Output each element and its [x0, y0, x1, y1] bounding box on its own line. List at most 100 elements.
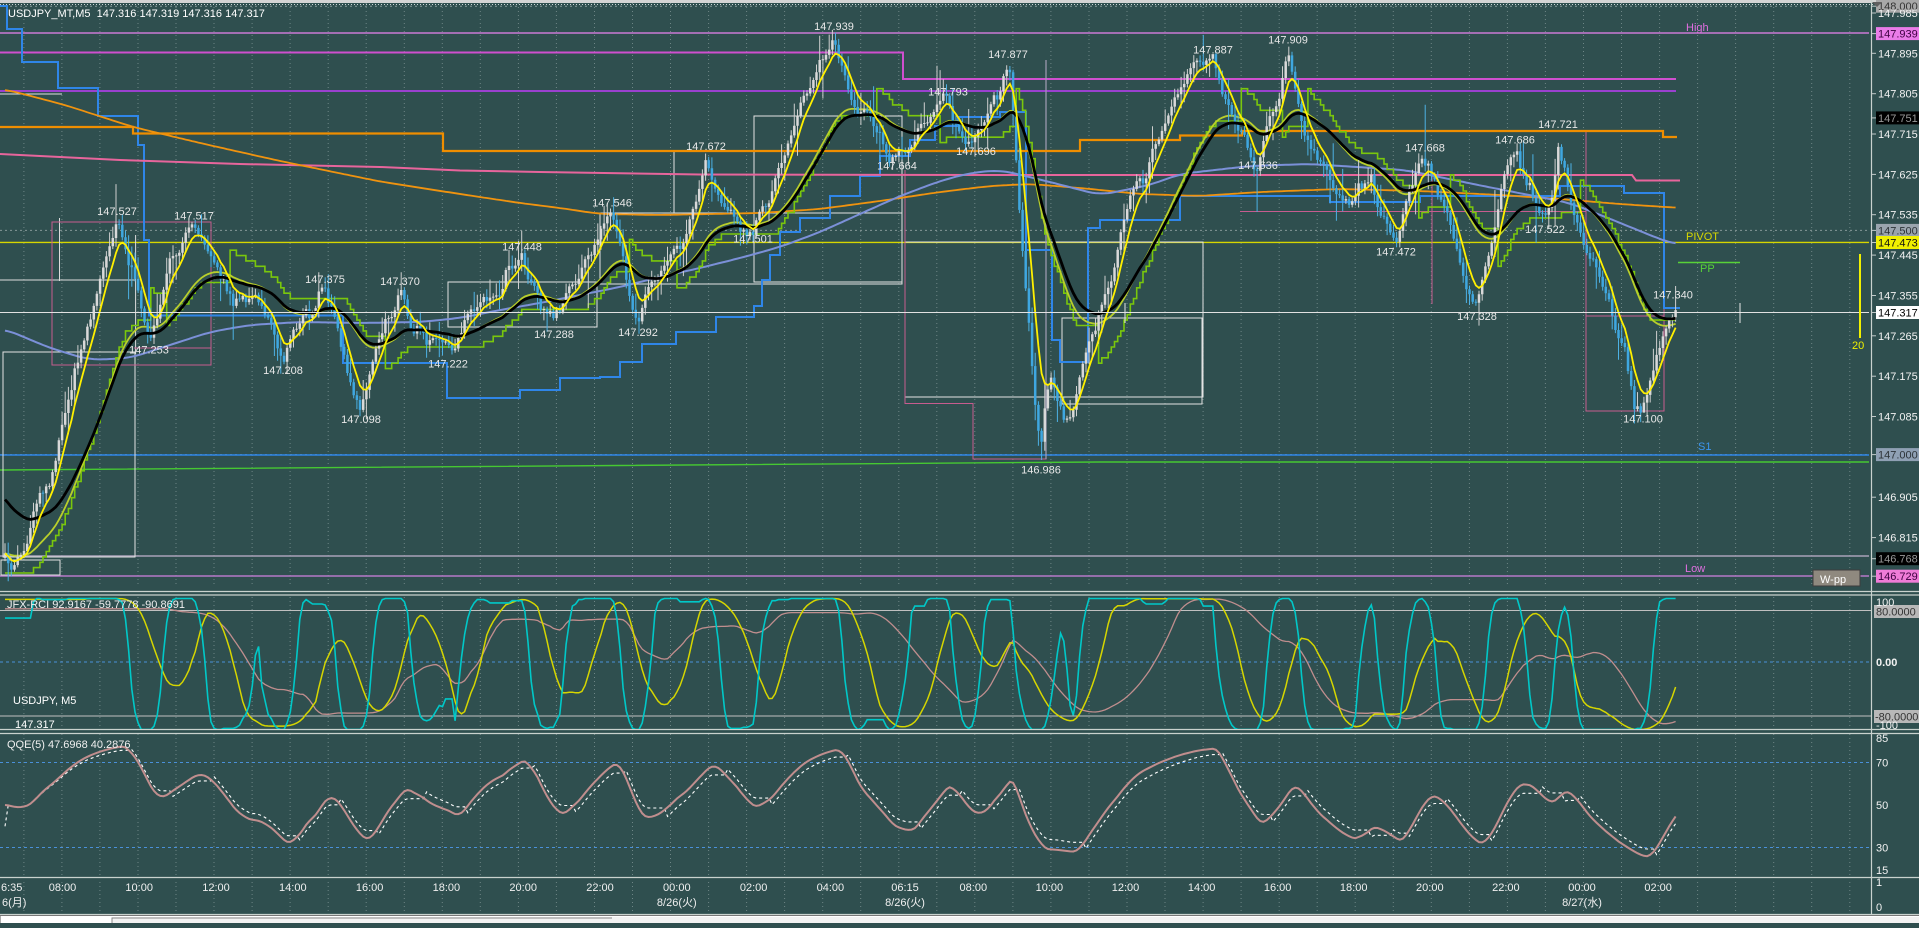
svg-text:30: 30 [1876, 843, 1888, 855]
svg-text:147.939: 147.939 [814, 21, 854, 33]
svg-text:147.672: 147.672 [686, 141, 726, 153]
svg-text:Low: Low [1685, 563, 1705, 575]
svg-text:14:00: 14:00 [1188, 882, 1216, 894]
svg-text:147.696: 147.696 [956, 146, 996, 158]
svg-text:147.877: 147.877 [988, 49, 1028, 61]
svg-text:18:00: 18:00 [433, 882, 461, 894]
svg-text:100: 100 [1876, 597, 1894, 609]
svg-text:147.288: 147.288 [534, 329, 574, 341]
svg-text:02:00: 02:00 [740, 882, 768, 894]
svg-text:147.715: 147.715 [1878, 129, 1918, 141]
svg-text:147.448: 147.448 [502, 241, 542, 253]
svg-text:147.625: 147.625 [1878, 169, 1918, 181]
svg-text:06:15: 06:15 [891, 882, 919, 894]
svg-text:148.000: 148.000 [1878, 1, 1918, 13]
svg-text:147.328: 147.328 [1457, 311, 1497, 323]
svg-text:20:00: 20:00 [509, 882, 537, 894]
svg-text:147.522: 147.522 [1525, 224, 1565, 236]
svg-text:70: 70 [1876, 758, 1888, 770]
svg-text:08:00: 08:00 [960, 882, 988, 894]
svg-text:147.546: 147.546 [592, 197, 632, 209]
svg-text:W-pp: W-pp [1820, 574, 1846, 586]
svg-text:147.175: 147.175 [1878, 371, 1918, 383]
svg-text:0.00: 0.00 [1876, 657, 1897, 669]
svg-text:50: 50 [1876, 800, 1888, 812]
svg-text:22:00: 22:00 [586, 882, 614, 894]
svg-text:12:00: 12:00 [1112, 882, 1140, 894]
svg-text:00:00: 00:00 [663, 882, 691, 894]
svg-text:PP: PP [1700, 263, 1715, 275]
svg-text:-80.0000: -80.0000 [1875, 712, 1918, 724]
svg-text:12:00: 12:00 [202, 882, 230, 894]
svg-text:04:00: 04:00 [817, 882, 845, 894]
svg-text:147.985: 147.985 [1878, 8, 1918, 20]
svg-text:147.098: 147.098 [341, 414, 381, 426]
svg-text:147.370: 147.370 [380, 276, 420, 288]
svg-text:USDJPY_MT,M5 147.316 147.319: USDJPY_MT,M5 147.316 147.319 147.316 147… [8, 8, 265, 20]
svg-text:147.085: 147.085 [1878, 412, 1918, 424]
svg-text:USDJPY, M5: USDJPY, M5 [13, 695, 76, 707]
svg-text:02:00: 02:00 [1644, 882, 1672, 894]
svg-text:146.768: 146.768 [1878, 554, 1918, 566]
svg-text:18:00: 18:00 [1340, 882, 1368, 894]
svg-text:147.375: 147.375 [305, 274, 345, 286]
svg-text:15: 15 [1876, 865, 1888, 877]
svg-text:147.751: 147.751 [1878, 113, 1918, 125]
svg-text:147.527: 147.527 [97, 206, 137, 218]
svg-text:1: 1 [1876, 877, 1882, 889]
svg-text:8/26(火): 8/26(火) [657, 897, 697, 909]
svg-text:147.472: 147.472 [1376, 247, 1416, 259]
svg-text:147.517: 147.517 [174, 210, 214, 222]
svg-text:22:00: 22:00 [1492, 882, 1520, 894]
svg-text:147.793: 147.793 [928, 87, 968, 99]
svg-text:146.986: 146.986 [1021, 464, 1061, 476]
svg-text:147.535: 147.535 [1878, 210, 1918, 222]
svg-text:6(月): 6(月) [2, 897, 26, 909]
svg-text:PIVOT: PIVOT [1686, 231, 1719, 243]
svg-text:147.100: 147.100 [1623, 413, 1663, 425]
svg-text:16:00: 16:00 [356, 882, 384, 894]
svg-text:147.355: 147.355 [1878, 291, 1918, 303]
svg-text:147.939: 147.939 [1878, 29, 1918, 41]
svg-text:147.445: 147.445 [1878, 250, 1918, 262]
svg-text:85: 85 [1876, 733, 1888, 745]
svg-text:High: High [1686, 22, 1709, 34]
svg-text:147.208: 147.208 [263, 365, 303, 377]
svg-text:147.805: 147.805 [1878, 89, 1918, 101]
svg-text:147.668: 147.668 [1405, 143, 1445, 155]
svg-text:147.000: 147.000 [1878, 450, 1918, 462]
svg-text:S1: S1 [1698, 441, 1711, 453]
svg-text:147.265: 147.265 [1878, 331, 1918, 343]
svg-text:146.729: 146.729 [1878, 571, 1918, 583]
svg-text:-100: -100 [1876, 720, 1898, 732]
svg-text:147.721: 147.721 [1538, 119, 1578, 131]
svg-text:0: 0 [1876, 902, 1882, 914]
svg-text:147.253: 147.253 [129, 345, 169, 357]
svg-text:146.815: 146.815 [1878, 533, 1918, 545]
svg-text:QQE(5) 47.6968 40.2876: QQE(5) 47.6968 40.2876 [7, 739, 131, 751]
svg-text:147.636: 147.636 [1238, 160, 1278, 172]
svg-text:147.292: 147.292 [618, 327, 658, 339]
svg-text:6:35: 6:35 [1, 882, 22, 894]
svg-text:00:00: 00:00 [1568, 882, 1596, 894]
svg-text:147.501: 147.501 [733, 234, 773, 246]
svg-text:20:00: 20:00 [1416, 882, 1444, 894]
svg-text:147.340: 147.340 [1653, 290, 1693, 302]
svg-text:146.905: 146.905 [1878, 492, 1918, 504]
svg-text:80.0000: 80.0000 [1876, 607, 1916, 619]
svg-text:147.317: 147.317 [15, 719, 55, 731]
svg-text:147.317: 147.317 [1878, 308, 1918, 320]
svg-text:147.664: 147.664 [877, 160, 917, 172]
svg-text:JFX-RCI 92.9167 -59.7778 -90.8: JFX-RCI 92.9167 -59.7778 -90.8691 [7, 599, 185, 611]
svg-text:8/26(火): 8/26(火) [885, 897, 925, 909]
svg-text:16:00: 16:00 [1264, 882, 1292, 894]
svg-text:20: 20 [1852, 340, 1864, 352]
svg-text:8/27(水): 8/27(水) [1562, 896, 1602, 909]
svg-text:147.222: 147.222 [428, 359, 468, 371]
svg-text:147.686: 147.686 [1495, 135, 1535, 147]
svg-text:14:00: 14:00 [279, 882, 307, 894]
svg-text:147.909: 147.909 [1268, 35, 1308, 47]
svg-text:10:00: 10:00 [125, 882, 153, 894]
svg-text:147.895: 147.895 [1878, 48, 1918, 60]
svg-text:10:00: 10:00 [1036, 882, 1064, 894]
